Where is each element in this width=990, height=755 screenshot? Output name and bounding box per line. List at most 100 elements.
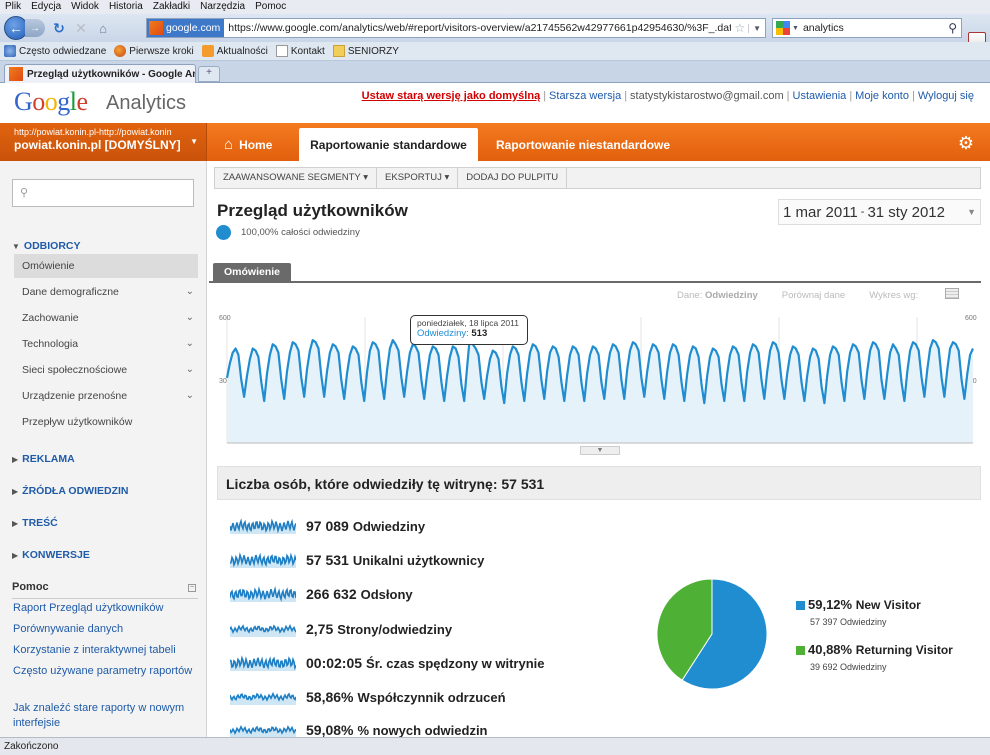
sidebar-item-overview[interactable]: Omówienie xyxy=(14,254,198,278)
google-search-engine-icon[interactable] xyxy=(776,21,790,35)
help-link-parameters[interactable]: Często używane parametry raportów xyxy=(13,665,193,677)
advanced-segments-button[interactable]: ZAAWANSOWANE SEGMENTY ▾ xyxy=(215,168,378,188)
profile-selector[interactable]: http://powiat.konin.pl-http://powiat.kon… xyxy=(0,123,207,161)
new-tab-button[interactable]: + xyxy=(198,66,220,82)
bookmark-item[interactable]: Pierwsze kroki xyxy=(114,45,194,57)
sidebar-section-conversions[interactable]: ▶ KONWERSJE xyxy=(12,549,90,561)
pie-slice[interactable] xyxy=(681,578,768,690)
help-link-interactive-table[interactable]: Korzystanie z interaktywnej tabeli xyxy=(13,644,176,656)
browser-search-box[interactable]: ▼ analytics ⚲ xyxy=(772,18,962,38)
metric-row[interactable]: 59,08%% nowych odwiedzin xyxy=(230,719,488,741)
compare-metric-button[interactable]: Porównaj dane xyxy=(781,290,846,301)
forward-arrow-icon[interactable]: → xyxy=(25,19,45,37)
add-to-dashboard-button[interactable]: DODAJ DO PULPITU xyxy=(458,168,568,188)
bookmark-label: Często odwiedzane xyxy=(19,45,107,57)
tab-custom-reporting[interactable]: Raportowanie niestandardowe xyxy=(496,137,671,152)
sidebar-item-social[interactable]: Sieci społecznościowe ⌄ xyxy=(14,358,198,382)
page-title: Przegląd użytkowników xyxy=(217,201,408,220)
metric-label: Śr. czas spędzony w witrynie xyxy=(366,655,545,671)
home-icon[interactable]: ⌂ xyxy=(99,20,107,36)
menu-history[interactable]: Historia xyxy=(108,1,143,12)
tab-overview[interactable]: Omówienie xyxy=(213,263,291,282)
sidebar-item-mobile[interactable]: Urządzenie przenośne ⌄ xyxy=(14,384,198,408)
sidebar-item-visitors-flow[interactable]: Przepływ użytkowników xyxy=(14,410,198,434)
metric-row[interactable]: 58,86% Współczynnik odrzuceń xyxy=(230,686,506,708)
visits-chart-svg: 1 mar1 maj1 lip1 wrz1 lis1 sty6003006003… xyxy=(219,315,977,444)
sparkline-line xyxy=(230,655,296,671)
menu-edit[interactable]: Edycja xyxy=(31,1,62,12)
menu-bookmarks[interactable]: Zakładki xyxy=(152,1,191,12)
tab-underline xyxy=(209,281,981,283)
search-input[interactable]: analytics xyxy=(802,22,844,34)
help-title: Pomoc xyxy=(12,581,49,593)
chart-metric-selector[interactable]: Dane: Odwiedziny xyxy=(677,290,758,301)
sidebar-section-content[interactable]: ▶ TREŚĆ xyxy=(12,517,58,529)
sidebar-section-traffic[interactable]: ▶ ŹRÓDŁA ODWIEDZIN xyxy=(12,485,129,497)
metric-label: Strony/odwiedziny xyxy=(337,621,453,637)
address-bar[interactable]: google.com https://www.google.com/analyt… xyxy=(146,18,766,38)
sidebar-section-audience[interactable]: ▼ ODBIORCY xyxy=(12,240,81,252)
triangle-right-icon: ▶ xyxy=(12,455,19,464)
bookmark-item[interactable]: Aktualności xyxy=(201,45,268,57)
chart-type-icon[interactable] xyxy=(945,288,959,299)
report-search-input[interactable]: ⚲ xyxy=(12,179,194,207)
menu-file[interactable]: Plik xyxy=(5,1,22,12)
set-old-version-default-link[interactable]: Ustaw starą wersję jako domyślną xyxy=(361,90,541,102)
legend-returning-pct: 40,88% xyxy=(808,642,853,657)
export-button[interactable]: EKSPORTUJ ▾ xyxy=(377,168,459,188)
menu-help[interactable]: Pomoc xyxy=(255,1,287,12)
sidebar-item-behavior[interactable]: Zachowanie ⌄ xyxy=(14,306,198,330)
visits-line-chart[interactable]: 1 mar1 maj1 lip1 wrz1 lis1 sty6003006003… xyxy=(213,305,981,455)
bookmark-item[interactable]: Często odwiedzane xyxy=(4,45,106,57)
search-icon[interactable]: ⚲ xyxy=(948,21,957,35)
bookmark-item[interactable]: Kontakt xyxy=(275,45,325,57)
page-icon xyxy=(275,45,288,57)
old-version-link[interactable]: Starsza wersja xyxy=(549,90,622,102)
triangle-down-icon: ▾ xyxy=(363,172,369,183)
url-dropdown-icon[interactable]: ▼ xyxy=(748,23,765,33)
legend-new-visitor: 59,12% New Visitor xyxy=(808,597,921,612)
visitor-type-pie-chart[interactable] xyxy=(655,578,769,690)
chart-resize-handle[interactable]: ▼ xyxy=(580,446,620,455)
advanced-segments-label: ZAAWANSOWANE SEGMENTY xyxy=(223,172,361,183)
date-range-picker[interactable]: 1 mar 2011 - 31 sty 2012 ▼ xyxy=(778,199,981,225)
account-email: statystykistarostwo@gmail.com xyxy=(630,90,784,102)
help-link-overview[interactable]: Raport Przegląd użytkowników xyxy=(13,602,164,614)
chart-tooltip: poniedziałek, 18 lipca 2011 Odwiedziny: … xyxy=(410,315,528,345)
legend-new-pct: 59,12% xyxy=(808,597,853,612)
metric-row[interactable]: 266 632 Odsłony xyxy=(230,583,413,605)
metric-row[interactable]: 57 531 Unikalni użytkownicy xyxy=(230,549,484,571)
collapse-icon[interactable]: − xyxy=(188,584,196,592)
help-link-compare[interactable]: Porównywanie danych xyxy=(13,623,124,635)
bookmarks-toolbar: Często odwiedzane Pierwsze kroki Aktualn… xyxy=(0,42,990,61)
sidebar-item-demographics[interactable]: Dane demograficzne ⌄ xyxy=(14,280,198,304)
bookmark-item[interactable]: SENIORZY xyxy=(332,45,399,57)
metric-sparkline xyxy=(230,725,296,738)
site-identity-button[interactable]: google.com xyxy=(147,19,225,37)
legend-new-name: New Visitor xyxy=(855,598,921,612)
sidebar-section-advertising[interactable]: ▶ REKLAMA xyxy=(12,453,75,465)
back-arrow-icon[interactable]: ← xyxy=(4,16,28,40)
logout-link[interactable]: Wyloguj się xyxy=(917,90,974,102)
sidebar-item-label: Technologia xyxy=(22,338,79,350)
metric-row[interactable]: 00:02:05 Śr. czas spędzony w witrynie xyxy=(230,652,545,674)
settings-link[interactable]: Ustawienia xyxy=(792,90,847,102)
sidebar-item-technology[interactable]: Technologia ⌄ xyxy=(14,332,198,356)
my-account-link[interactable]: Moje konto xyxy=(855,90,909,102)
reload-icon[interactable]: ↻ xyxy=(53,19,65,36)
bookmark-star-icon[interactable]: ☆ xyxy=(734,21,746,35)
tab-home[interactable]: ⌂ Home xyxy=(224,128,272,161)
google-logo[interactable]: Google xyxy=(14,87,88,117)
menu-tools[interactable]: Narzędzia xyxy=(200,1,246,12)
help-link-old-reports[interactable]: Jak znaleźć stare raporty w nowym interf… xyxy=(13,702,185,729)
gear-icon[interactable]: ⚙ xyxy=(957,133,974,153)
menu-view[interactable]: Widok xyxy=(71,1,99,12)
tab-standard-reporting[interactable]: Raportowanie standardowe xyxy=(299,128,478,161)
browser-tab-active[interactable]: Przegląd użytkowników - Google An... xyxy=(4,64,196,83)
metric-row[interactable]: 2,75 Strony/odwiedziny xyxy=(230,618,452,640)
sparkline-line xyxy=(230,552,296,568)
url-text[interactable]: https://www.google.com/analytics/web/#re… xyxy=(228,22,732,34)
stop-icon[interactable]: ✕ xyxy=(75,19,87,36)
metric-row[interactable]: 97 089 Odwiedziny xyxy=(230,515,425,537)
search-engine-dropdown-icon[interactable]: ▼ xyxy=(792,24,799,32)
